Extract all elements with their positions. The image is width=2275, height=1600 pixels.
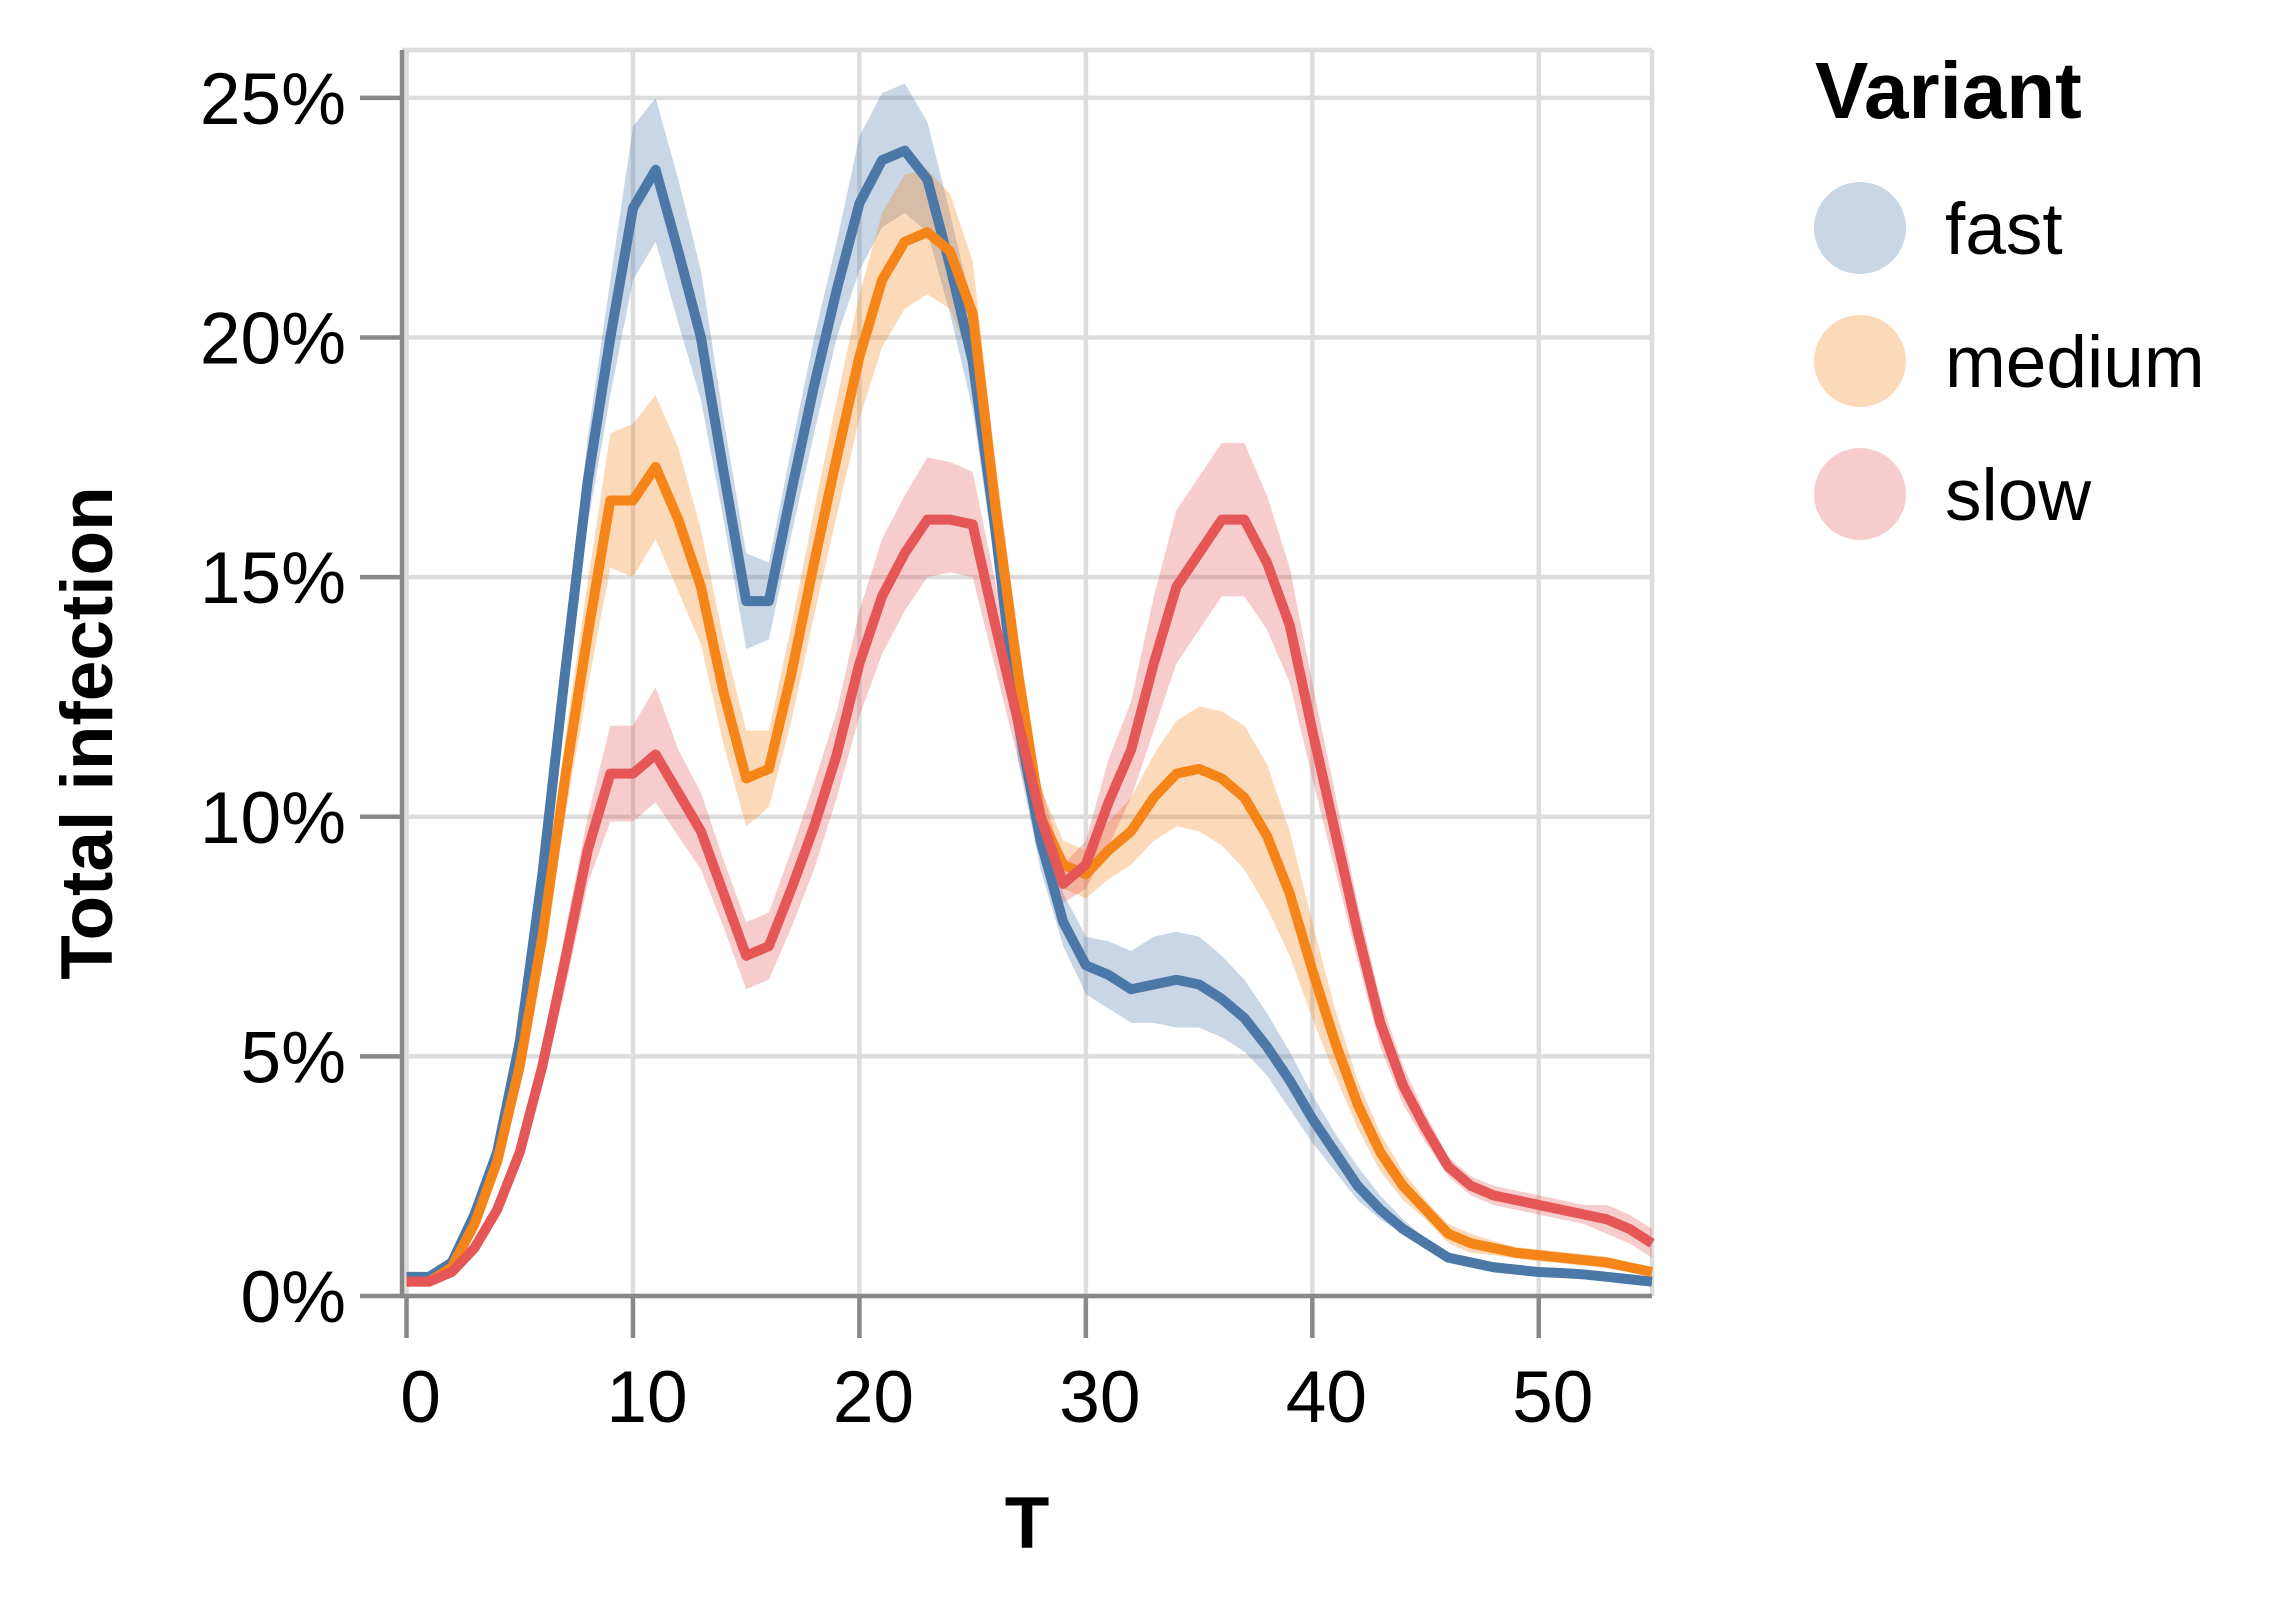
y-tick-label-1: 5%: [240, 1017, 346, 1098]
legend-swatch-slow: [1814, 448, 1906, 540]
line-medium: [406, 227, 1654, 1287]
x-tick-label-2: 20: [833, 1357, 914, 1438]
legend-items: fast medium slow: [1814, 182, 2205, 540]
legend-swatch-fast: [1814, 182, 1906, 274]
x-axis-title: T: [1005, 1483, 1050, 1564]
y-tick-label-4: 20%: [200, 299, 346, 380]
legend-title: Variant: [1815, 46, 2082, 135]
band-layer: [406, 83, 1652, 1287]
legend-swatch-medium: [1814, 315, 1906, 407]
band-fast: [406, 83, 1652, 1285]
y-tick-label-0: 0%: [240, 1257, 346, 1338]
x-tick-label-4: 40: [1286, 1357, 1367, 1438]
y-tick-label-2: 10%: [200, 778, 346, 859]
y-tick-label-3: 15%: [200, 538, 346, 619]
x-tick-label-1: 10: [606, 1357, 687, 1438]
line-layer: [406, 145, 1655, 1287]
legend-label-fast: fast: [1945, 189, 2063, 270]
axis-layer: 0 10 20 30 40 50 0% 5% 10% 15% 20% 25%: [200, 50, 1652, 1438]
x-tick-label-0: 0: [400, 1357, 441, 1438]
line-slow: [406, 514, 1655, 1287]
y-axis-title: Total infection: [47, 486, 128, 979]
y-tick-label-5: 25%: [200, 59, 346, 140]
legend-label-slow: slow: [1945, 455, 2091, 536]
x-tick-label-3: 30: [1059, 1357, 1140, 1438]
x-tick-label-5: 50: [1512, 1357, 1593, 1438]
legend-label-medium: medium: [1945, 322, 2205, 403]
legend: Variant fast medium slow: [1814, 46, 2205, 540]
